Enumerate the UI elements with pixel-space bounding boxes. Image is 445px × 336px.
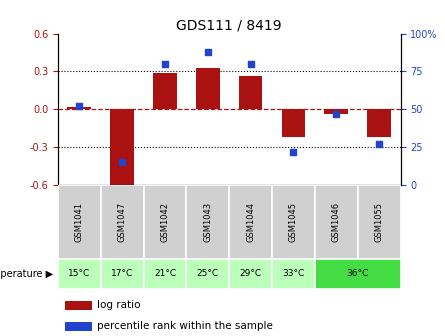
Text: GSM1047: GSM1047 xyxy=(117,202,126,242)
Bar xyxy=(367,109,391,137)
Bar xyxy=(324,109,348,114)
Bar xyxy=(58,259,101,289)
Bar xyxy=(358,185,400,259)
Bar xyxy=(101,259,143,289)
Bar xyxy=(65,301,92,310)
Text: GSM1046: GSM1046 xyxy=(332,202,341,242)
Bar xyxy=(186,185,229,259)
Text: GSM1045: GSM1045 xyxy=(289,202,298,242)
Text: GSM1044: GSM1044 xyxy=(246,202,255,242)
Bar xyxy=(315,259,400,289)
Bar xyxy=(186,259,229,289)
Point xyxy=(376,141,383,146)
Bar xyxy=(282,109,305,137)
Text: 33°C: 33°C xyxy=(282,269,304,278)
Bar xyxy=(315,185,358,259)
Point xyxy=(247,61,254,67)
Text: 36°C: 36°C xyxy=(347,269,369,278)
Text: 21°C: 21°C xyxy=(154,269,176,278)
Bar xyxy=(229,259,272,289)
Text: GSM1042: GSM1042 xyxy=(161,202,170,242)
Text: temperature ▶: temperature ▶ xyxy=(0,269,53,279)
Bar xyxy=(196,68,219,109)
Text: 15°C: 15°C xyxy=(68,269,90,278)
Bar xyxy=(110,109,134,188)
Text: GSM1055: GSM1055 xyxy=(375,202,384,242)
Bar xyxy=(153,73,177,109)
Text: GSM1041: GSM1041 xyxy=(75,202,84,242)
Bar xyxy=(65,322,92,331)
Point xyxy=(162,61,169,67)
Bar xyxy=(272,259,315,289)
Title: GDS111 / 8419: GDS111 / 8419 xyxy=(176,18,282,33)
Text: 25°C: 25°C xyxy=(197,269,219,278)
Bar xyxy=(143,259,186,289)
Bar xyxy=(68,107,91,109)
Point xyxy=(118,160,125,165)
Bar xyxy=(229,185,272,259)
Point xyxy=(204,49,211,54)
Bar xyxy=(101,185,143,259)
Bar xyxy=(58,185,101,259)
Point xyxy=(76,103,83,109)
Text: GSM1043: GSM1043 xyxy=(203,202,212,242)
Text: log ratio: log ratio xyxy=(97,300,141,310)
Text: 29°C: 29°C xyxy=(239,269,262,278)
Text: percentile rank within the sample: percentile rank within the sample xyxy=(97,321,273,331)
Point xyxy=(290,149,297,154)
Text: 17°C: 17°C xyxy=(111,269,133,278)
Bar xyxy=(143,185,186,259)
Bar xyxy=(239,77,263,109)
Bar xyxy=(272,185,315,259)
Point xyxy=(333,111,340,117)
